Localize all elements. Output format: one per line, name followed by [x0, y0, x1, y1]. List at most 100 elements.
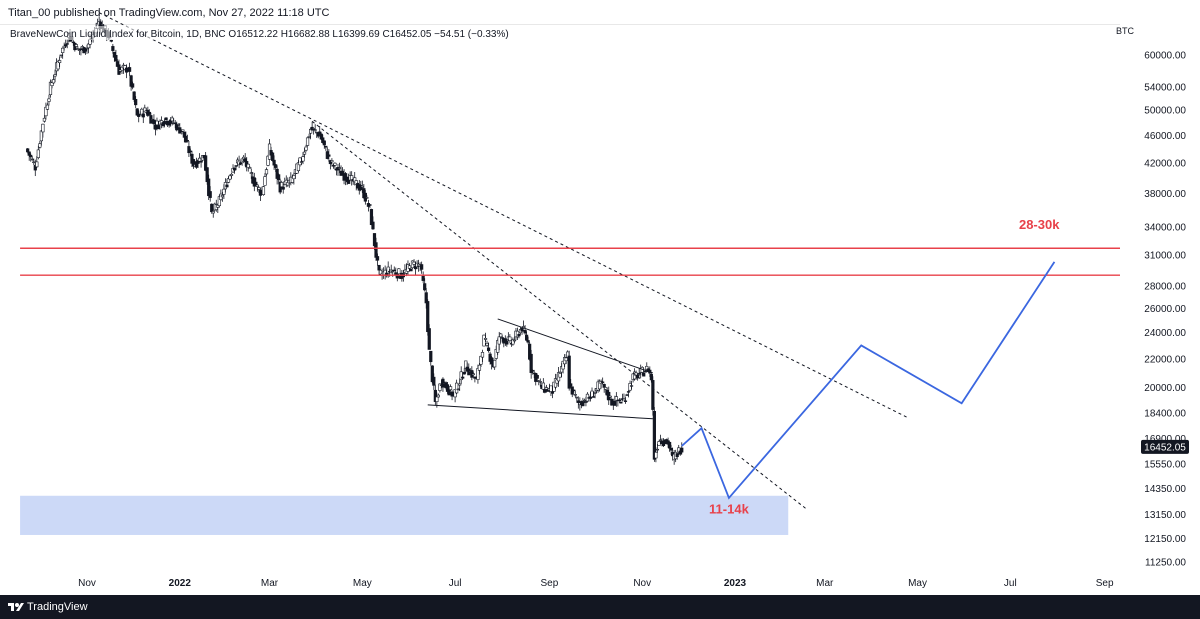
candle	[461, 376, 465, 379]
candle	[622, 398, 626, 401]
candle	[523, 330, 527, 334]
candle	[483, 337, 488, 340]
y-tick-label: 31000.00	[1144, 251, 1186, 262]
candle	[280, 182, 284, 188]
resistance-upper-line	[98, 12, 909, 419]
candle	[71, 41, 75, 44]
currency-label: BTC	[1116, 26, 1135, 36]
candle	[427, 328, 431, 350]
candle	[277, 174, 281, 181]
y-tick-label: 16900.00	[1144, 434, 1186, 445]
candle	[448, 386, 453, 390]
candle	[48, 81, 53, 95]
candle	[131, 83, 135, 88]
candle	[38, 143, 42, 148]
candle	[274, 164, 278, 168]
candle	[649, 373, 653, 381]
candle	[39, 130, 43, 142]
x-tick-label: Sep	[541, 578, 559, 589]
candle	[307, 136, 311, 138]
x-tick-label: Mar	[816, 578, 834, 589]
candle	[426, 301, 430, 333]
candle	[153, 124, 158, 130]
candle	[257, 187, 261, 190]
candle	[569, 383, 573, 387]
candle	[654, 451, 658, 459]
candle	[41, 123, 45, 133]
candle	[211, 211, 215, 214]
y-tick-label: 12150.00	[1144, 534, 1186, 545]
annotation-target-low: 11-14k	[709, 502, 750, 517]
candle	[508, 336, 512, 341]
candle	[432, 376, 436, 386]
candle	[584, 401, 588, 403]
price-axis: BTC 60000.00 54000.00 50000.00 46000.00 42000…	[1116, 24, 1200, 572]
candle	[88, 39, 92, 45]
candle	[30, 158, 34, 161]
candle	[375, 256, 380, 261]
candle	[636, 374, 640, 379]
candle	[249, 172, 253, 174]
candle	[337, 167, 342, 169]
candle	[420, 264, 424, 270]
publish-info: Titan_00 published on TradingView.com, N…	[8, 7, 330, 19]
candle	[423, 283, 427, 291]
candle	[613, 401, 617, 406]
y-tick-label: 15550.00	[1144, 459, 1186, 470]
candle	[29, 154, 33, 158]
candle	[593, 392, 597, 394]
candle	[51, 79, 56, 84]
candle	[365, 197, 369, 199]
x-tick-label: May	[353, 578, 372, 589]
candle	[61, 47, 65, 54]
projection-path	[681, 261, 1056, 500]
candle	[619, 402, 623, 404]
candle	[255, 184, 259, 188]
candle	[517, 333, 521, 337]
candle	[567, 355, 571, 389]
candle	[301, 156, 305, 162]
target-zone	[20, 495, 789, 535]
candle	[132, 91, 136, 100]
price-axis-bg	[1120, 24, 1200, 572]
publish-header: Titan_00 published on TradingView.com, N…	[0, 0, 1200, 25]
y-tick-label: 18400.00	[1144, 408, 1186, 419]
candle	[617, 399, 621, 402]
candle	[675, 453, 679, 458]
candle	[164, 117, 168, 120]
candle	[234, 165, 238, 167]
candle	[248, 167, 252, 169]
candle	[482, 334, 486, 347]
candle	[549, 385, 553, 392]
candle	[456, 388, 460, 391]
candle	[429, 350, 433, 363]
candle	[304, 146, 308, 151]
candle	[657, 441, 661, 446]
candle	[32, 161, 36, 163]
candle	[435, 396, 439, 403]
candle	[229, 173, 234, 176]
candle	[64, 44, 68, 47]
ohlc-legend: BraveNewCoin Liquid Index for Bitcoin, 1…	[8, 26, 509, 40]
candle	[392, 269, 396, 272]
candle	[181, 129, 185, 132]
candle	[479, 355, 483, 365]
x-tick-label: Sep	[1096, 578, 1114, 589]
candle	[312, 128, 316, 130]
candle	[170, 117, 174, 122]
y-tick-label: 22000.00	[1144, 354, 1186, 365]
candle	[680, 447, 684, 453]
candle	[575, 396, 579, 399]
candle	[637, 373, 641, 375]
candle	[222, 188, 226, 195]
y-tick-label: 50000.00	[1144, 106, 1186, 117]
time-axis: Nov 2022 Mar May Jul Sep Nov 2023 Mar May Jul Sep	[78, 578, 1114, 589]
x-tick-label: 2023	[724, 578, 747, 589]
candle	[210, 203, 214, 213]
candle	[114, 55, 118, 62]
candle	[156, 125, 161, 130]
candle	[83, 48, 88, 52]
candle	[576, 400, 580, 403]
candle	[477, 364, 482, 371]
